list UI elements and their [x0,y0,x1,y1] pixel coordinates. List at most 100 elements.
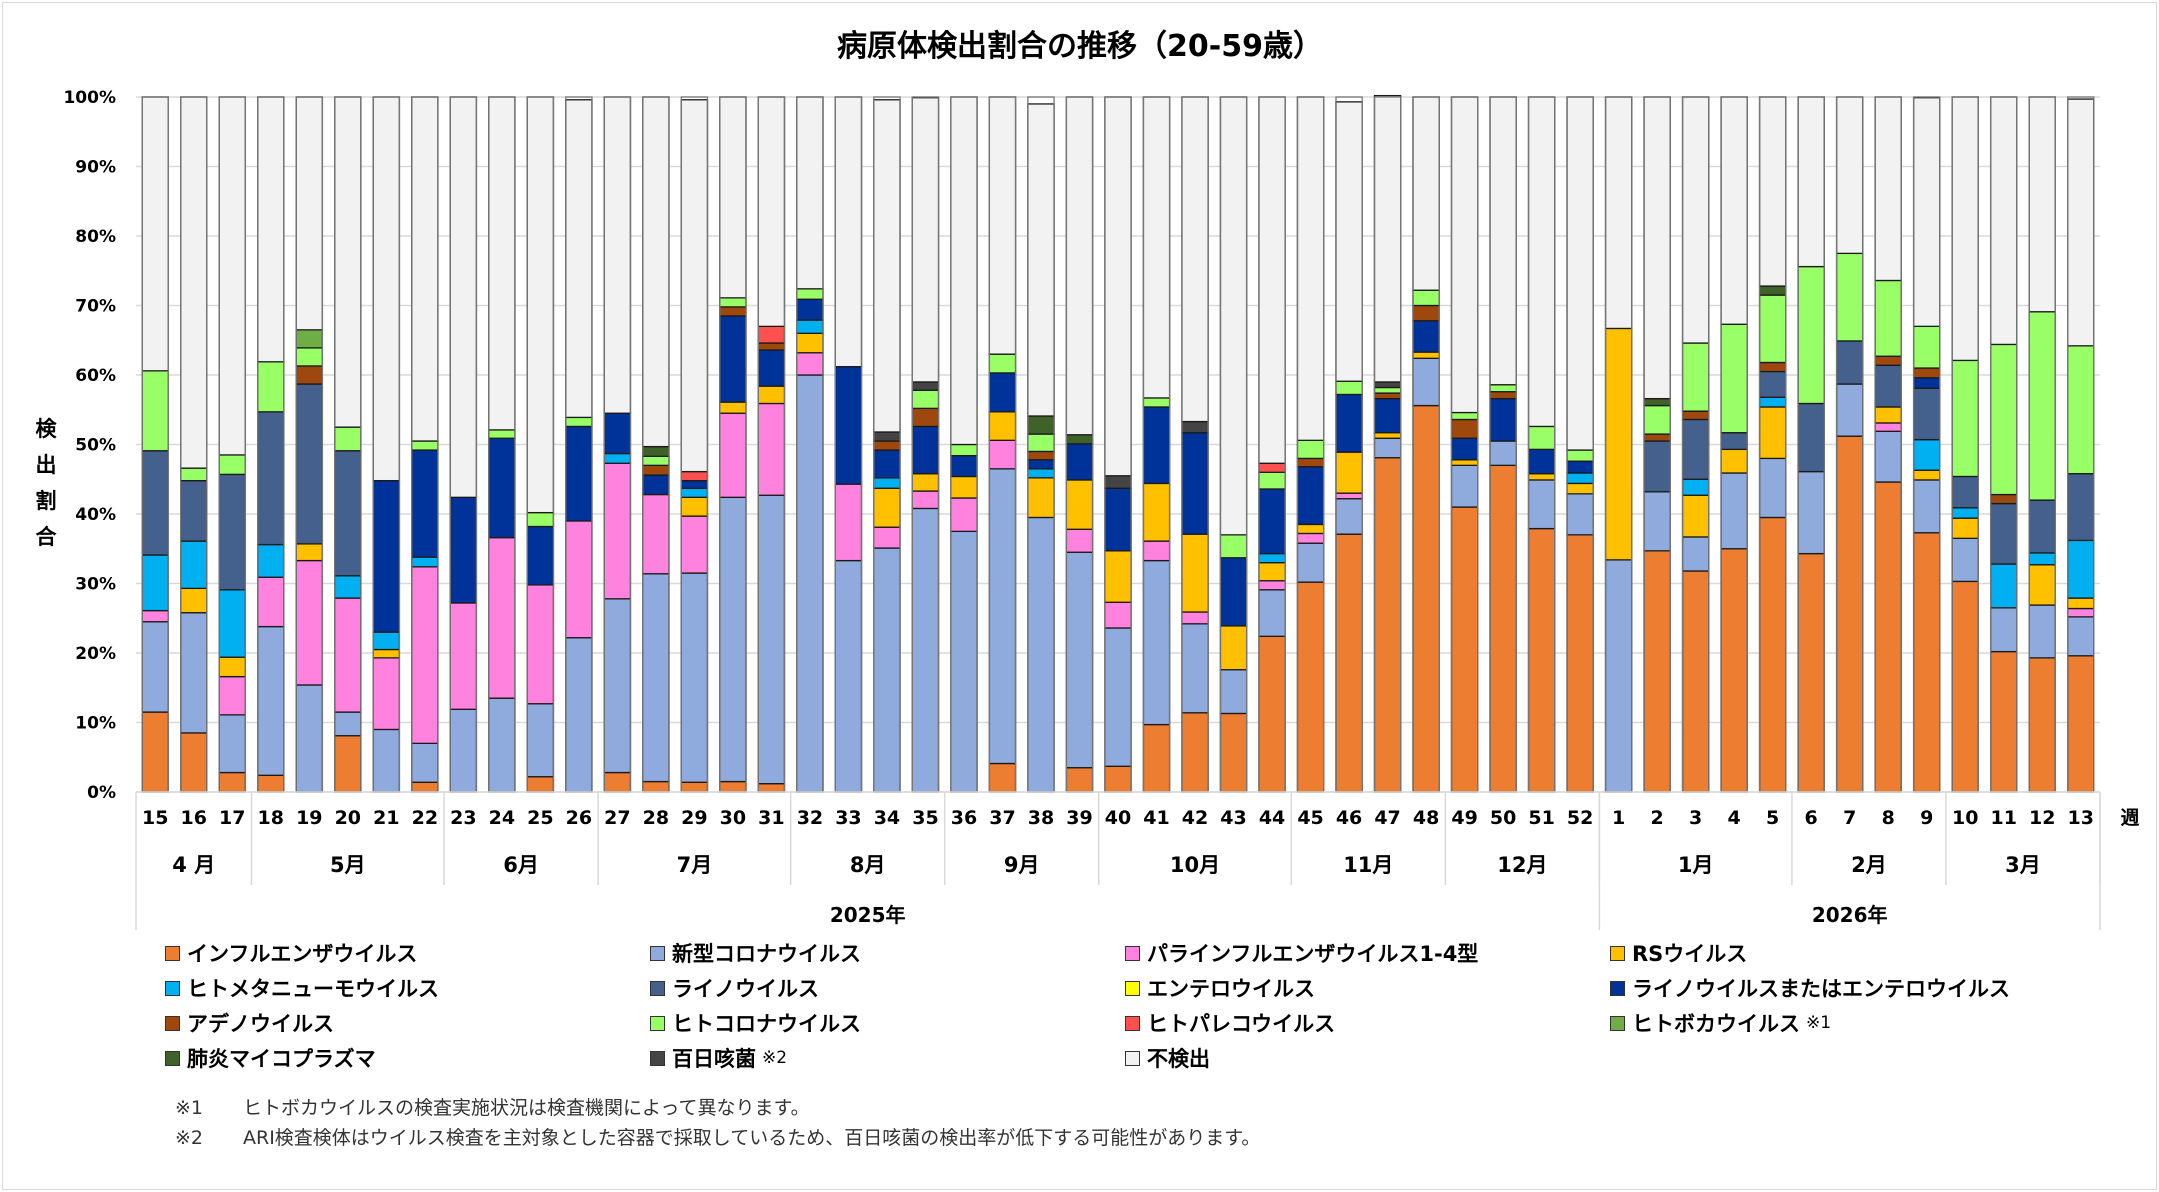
bar-segment [334,597,362,713]
bar-week-5 [1758,96,1787,793]
bar-segment [1489,440,1517,466]
bar-segment [334,711,362,737]
bar-segment [1951,537,1979,583]
bar-segment [334,735,362,793]
bar-segment [1720,323,1748,434]
bar-segment [719,496,747,783]
legend-swatch [1610,980,1625,996]
bar-segment [796,332,824,354]
x-tick-label: 24 [489,807,515,829]
bar-segment [911,389,940,410]
bar-segment [1450,437,1479,461]
bar-segment [834,96,863,368]
y-axis-label: 検出割合 [36,417,58,549]
bar-segment [565,416,593,428]
bar-segment [1604,559,1633,793]
legend-swatch [165,980,180,996]
month-label: 4 月 [172,853,215,877]
x-tick-label: 47 [1374,807,1400,829]
bar-week-16 [180,96,208,793]
bar-segment [1604,96,1633,330]
bar-segment [757,385,786,405]
y-axis-label-char: 出 [36,453,57,477]
bar-segment [1219,557,1248,627]
bar-segment [873,99,901,433]
bar-segment [1643,96,1671,400]
bar-segment [1681,342,1710,412]
bar-segment [834,559,863,793]
bar-week-29 [680,96,709,793]
bar-segment [1566,460,1594,474]
bar-segment [1758,96,1787,287]
bar-segment [1181,712,1209,793]
bar-segment [1489,391,1517,400]
bar-segment [1219,669,1248,715]
bar-week-34 [873,96,901,793]
bar-segment [2028,552,2056,566]
bar-segment [603,462,632,600]
x-tick-label: 3 [1689,807,1702,829]
bar-segment [1604,327,1633,561]
bar-segment [1258,488,1286,555]
bar-segment [218,675,247,716]
bar-segment [1373,392,1402,400]
bar-segment [1219,625,1248,671]
bar-segment [1450,464,1479,508]
bar-segment [603,598,632,774]
bar-segment [1989,343,2018,496]
y-tick-label: 40% [75,505,116,525]
bar-segment [834,483,863,562]
bar-segment [1412,357,1440,407]
bar-week-31 [757,96,786,793]
bar-segment [1566,493,1594,536]
month-label: 7月 [677,853,713,877]
bar-segment [1065,528,1094,553]
bar-segment [1373,381,1402,389]
bar-week-51 [1527,96,1556,793]
x-tick-label: 39 [1066,807,1092,829]
bar-segment [372,648,401,659]
legend-item: パラインフルエンザウイルス1-4型 [1125,938,1478,968]
bar-segment [1912,367,1941,379]
bar-segment [642,445,670,457]
bar-segment [1912,97,1941,327]
bar-segment [680,572,709,783]
bar-week-2 [1643,96,1671,793]
bar-week-49 [1450,96,1479,793]
bar-segment [1527,96,1556,428]
bar-week-13 [2067,96,2095,793]
month-label: 12月 [1497,853,1547,877]
x-tick-label: 4 [1728,807,1741,829]
bar-segment [719,315,747,403]
bar-segment [642,96,670,448]
x-tick-label: 52 [1567,807,1593,829]
bar-segment [334,426,362,452]
bar-segment [1527,448,1556,475]
bar-segment [488,697,516,793]
bar-segment [719,297,747,308]
x-tick-label: 12 [2029,807,2055,829]
bar-segment [1720,448,1748,474]
bar-segment [565,425,593,522]
legend-item: アデノウイルス [165,1008,334,1038]
bar-segment [2028,657,2056,793]
bar-segment [911,407,940,428]
bar-segment [218,473,247,591]
bar-segment [1643,550,1671,793]
bar-segment [295,96,324,331]
y-axis-label-char: 合 [36,525,58,549]
bar-segment [1527,479,1556,530]
legend-label: ヒトメタニューモウイルス [187,977,439,1001]
bars [141,94,2095,793]
bar-segment [796,298,824,321]
bar-segment [1065,96,1094,436]
bar-week-25 [526,96,555,793]
bar-week-23 [449,96,478,793]
legend-item: ライノウイルス [650,973,819,1003]
bar-segment [950,497,978,533]
bar-segment [2067,98,2095,347]
bar-week-4 [1720,96,1748,793]
bar-segment [1912,325,1941,369]
bar-segment [1566,534,1594,793]
bar-segment [257,576,285,628]
